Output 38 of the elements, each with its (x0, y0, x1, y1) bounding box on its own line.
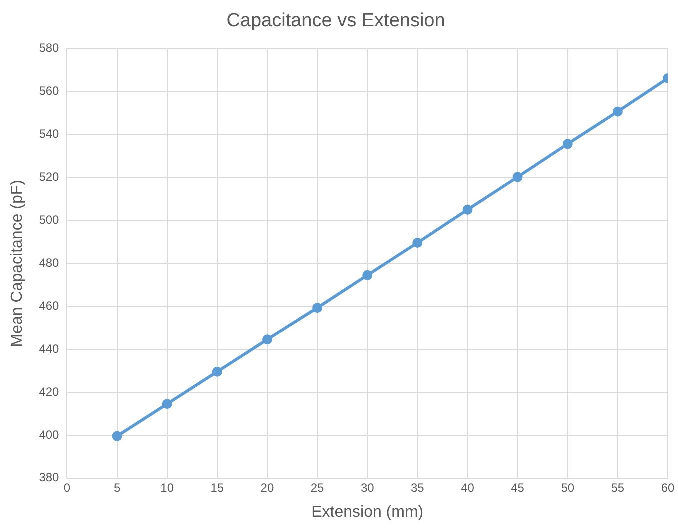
point (312, 303, 323, 314)
x-axis-title: Extension (mm) (312, 504, 424, 521)
x-tick-label: 5 (114, 480, 121, 495)
point (612, 106, 623, 117)
y-tick-label: 440 (39, 342, 60, 356)
y-tick-label: 380 (39, 470, 60, 485)
x-tick-label: 40 (461, 480, 475, 495)
x-tick-label: 20 (260, 480, 274, 495)
y-tick-label: 400 (39, 428, 60, 442)
x-tick-label: 60 (661, 480, 675, 495)
x-tick-label: 0 (64, 480, 71, 495)
x-tick-label: 45 (511, 480, 525, 495)
y-tick-label: 580 (39, 41, 60, 56)
chart-title: Capacitance vs Extension (226, 10, 446, 32)
x-tick-label: 25 (310, 480, 325, 495)
x-tick-label: 55 (611, 480, 625, 495)
y-tick-label: 520 (39, 170, 60, 184)
y-tick-label: 500 (39, 212, 60, 227)
x-tick-label: 10 (160, 480, 174, 495)
y-tick-label: 460 (39, 298, 60, 313)
x-tick-label: 50 (561, 480, 575, 495)
point (212, 366, 222, 377)
y-tick-label: 540 (39, 127, 60, 142)
point (362, 270, 373, 280)
point (412, 238, 423, 248)
point (512, 172, 523, 182)
y-tick-label: 480 (39, 256, 60, 270)
point (112, 431, 122, 442)
point (162, 399, 172, 410)
point (262, 334, 272, 345)
y-tick-label: 560 (39, 84, 60, 98)
x-tick-label: 35 (410, 480, 425, 495)
y-axis-title: Mean Capacitance (pF) (9, 180, 26, 348)
point (562, 139, 573, 150)
x-tick-label: 15 (210, 480, 224, 495)
y-tick-label: 420 (39, 384, 60, 399)
point (462, 204, 473, 215)
x-tick-label: 30 (360, 480, 375, 495)
